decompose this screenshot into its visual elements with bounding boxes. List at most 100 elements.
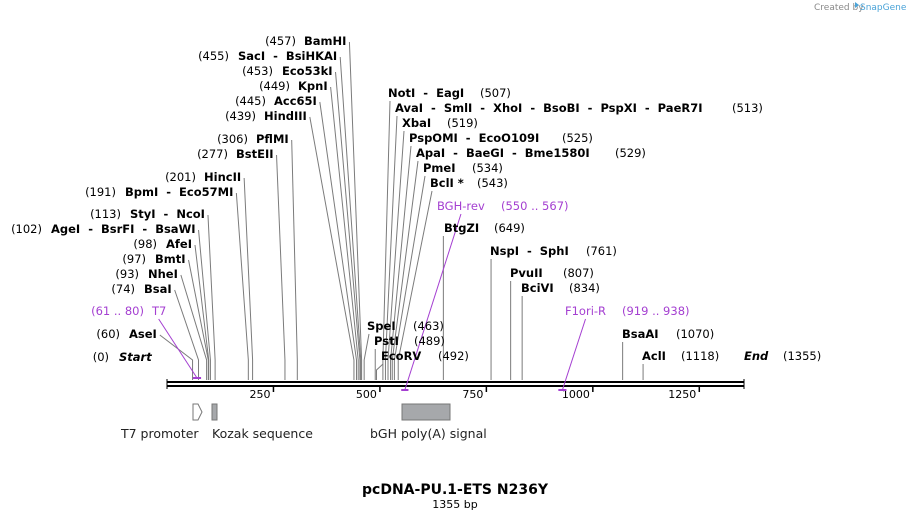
enzyme-pos-styi: (113) [90, 207, 121, 221]
feature-label-kozak: Kozak sequence [212, 426, 313, 441]
enzyme-name-bcli[interactable]: BclI * [430, 176, 464, 190]
enzyme-pos-xbai: (519) [447, 116, 478, 130]
enzyme-name-noti[interactable]: NotI - EagI [388, 86, 464, 100]
snapgene-brand: SnapGene [860, 3, 907, 13]
enzyme-name-pflmi[interactable]: PflMI [256, 132, 289, 146]
enzyme-name-hindiii[interactable]: HindIII [264, 109, 307, 123]
enzyme-name-saci[interactable]: SacI - BsiHKAI [238, 49, 337, 63]
enzyme-pos-bmti: (97) [122, 252, 146, 266]
enzyme-name-end: End [744, 349, 769, 363]
enzyme-name-pspomi[interactable]: PspOMI - EcoO109I [409, 131, 539, 145]
enzyme-name-bmti[interactable]: BmtI [155, 252, 186, 266]
leader-pspomi [390, 145, 412, 380]
enzyme-name-bpmi[interactable]: BpmI - Eco57MI [125, 185, 233, 199]
enzyme-name-bsai[interactable]: BsaI [144, 282, 172, 296]
leader-afei [194, 244, 210, 380]
enzyme-name-bsaai[interactable]: BsaAI [622, 327, 659, 341]
leader-bsteii [276, 154, 286, 380]
enzyme-pos-pflmi: (306) [217, 132, 248, 146]
enzyme-name-bcivi[interactable]: BciVI [521, 281, 554, 295]
t7-promoter-arrow[interactable] [192, 403, 203, 421]
enzyme-name-spei[interactable]: SpeI [367, 319, 396, 333]
enzyme-name-styi[interactable]: StyI - NcoI [130, 207, 205, 221]
enzyme-name-start: Start [119, 350, 152, 364]
leader-eco53ki [335, 71, 361, 380]
enzyme-name-acc65i[interactable]: Acc65I [274, 94, 317, 108]
leader-saci [339, 56, 362, 380]
enzyme-pos-spei: (463) [413, 319, 444, 333]
leader-bamhi [348, 41, 363, 380]
enzyme-name-btgzi[interactable]: BtgZI [444, 221, 479, 235]
enzyme-name-nhei[interactable]: NheI [148, 267, 178, 281]
enzyme-name-bsteii[interactable]: BstEII [236, 147, 274, 161]
enzyme-name-bamhi[interactable]: BamHI [304, 34, 346, 48]
bgh-polya-box[interactable] [401, 403, 451, 421]
enzyme-name-apai[interactable]: ApaI - BaeGI - Bme1580I [416, 146, 590, 160]
enzyme-pos-pvuii: (807) [563, 266, 594, 280]
primer-leader-f1ori-r [561, 318, 586, 391]
primer-name-t7[interactable]: T7 [151, 304, 166, 318]
enzyme-pos-bsaai: (1070) [676, 327, 714, 341]
enzyme-name-afei[interactable]: AfeI [166, 237, 192, 251]
primer-labels: (61 .. 80) T7 BGH-rev (550 .. 567) F1ori… [91, 199, 689, 318]
map-length: 1355 bp [432, 498, 477, 511]
enzyme-pos-kpni: (449) [259, 79, 290, 93]
enzyme-name-xbai[interactable]: XbaI [402, 116, 431, 130]
leader-ecorv [376, 363, 384, 380]
leader-noti [382, 100, 391, 380]
enzyme-name-pmei[interactable]: PmeI [423, 161, 456, 175]
enzyme-name-kpni[interactable]: KpnI [298, 79, 328, 93]
primer-leader-t7 [158, 318, 198, 379]
leader-agei [198, 229, 211, 380]
primer-marks [158, 213, 586, 391]
enzyme-pos-nhei: (93) [115, 267, 139, 281]
snapgene-logo-icon [855, 2, 859, 8]
primer-name-bgh-rev[interactable]: BGH-rev [437, 199, 485, 213]
enzyme-name-ecorv[interactable]: EcoRV [381, 349, 421, 363]
leader-lines [159, 41, 644, 380]
leader-kpni [330, 86, 359, 380]
enzyme-pos-hindiii: (439) [225, 109, 256, 123]
enzyme-name-psti[interactable]: PstI [374, 334, 399, 348]
enzyme-labels: (0) Start (60) AseI (74) BsaI (93) NheI … [11, 34, 821, 364]
leader-xbai [387, 130, 405, 380]
enzyme-pos-bpmi: (191) [85, 185, 116, 199]
leader-pmei [393, 175, 426, 380]
enzyme-pos-start: (0) [93, 350, 109, 364]
enzyme-pos-ecorv: (492) [438, 349, 469, 363]
feature-label-bgh-polya: bGH poly(A) signal [370, 426, 487, 441]
enzyme-name-pvuii[interactable]: PvuII [510, 266, 543, 280]
kozak-sequence-box[interactable] [211, 403, 218, 421]
primer-range-t7: (61 .. 80) [91, 304, 144, 318]
enzyme-pos-saci: (455) [198, 49, 229, 63]
enzyme-pos-eco53ki: (453) [242, 64, 273, 78]
enzyme-name-eco53ki[interactable]: Eco53kI [282, 64, 333, 78]
enzyme-pos-bcli: (543) [477, 176, 508, 190]
enzyme-pos-afei: (98) [133, 237, 157, 251]
enzyme-name-asei[interactable]: AseI [129, 327, 157, 341]
enzyme-name-agei[interactable]: AgeI - BsrFI - BsaWI [51, 222, 196, 236]
enzyme-name-hincii[interactable]: HincII [204, 170, 241, 184]
enzyme-pos-bsai: (74) [111, 282, 135, 296]
primer-range-bgh-rev: (550 .. 567) [501, 199, 569, 213]
ruler-label-750: 750 [462, 388, 483, 401]
enzyme-pos-agei: (102) [11, 222, 42, 236]
enzyme-pos-nspi: (761) [586, 244, 617, 258]
enzyme-pos-bamhi: (457) [265, 34, 296, 48]
enzyme-name-acli[interactable]: AclI [642, 349, 666, 363]
credit-label: Created by [814, 3, 864, 13]
enzyme-name-nspi[interactable]: NspI - SphI [490, 244, 569, 258]
enzyme-pos-psti: (489) [414, 334, 445, 348]
feature-label-t7-promoter: T7 promoter [120, 426, 199, 441]
enzyme-pos-bsteii: (277) [197, 147, 228, 161]
features-track: T7 promoter Kozak sequence bGH poly(A) s… [120, 403, 487, 441]
ruler-label-1000: 1000 [562, 388, 590, 401]
enzyme-pos-acli: (1118) [681, 349, 719, 363]
leader-apai [391, 160, 419, 380]
enzyme-pos-pspomi: (525) [562, 131, 593, 145]
primer-name-f1ori-r[interactable]: F1ori-R [565, 304, 606, 318]
enzyme-name-xhoi[interactable]: AvaI - SmlI - XhoI - BsoBI - PspXI - Pae… [395, 101, 703, 115]
leader-pflmi [291, 139, 298, 380]
leader-styi [207, 214, 216, 380]
enzyme-pos-bcivi: (834) [569, 281, 600, 295]
